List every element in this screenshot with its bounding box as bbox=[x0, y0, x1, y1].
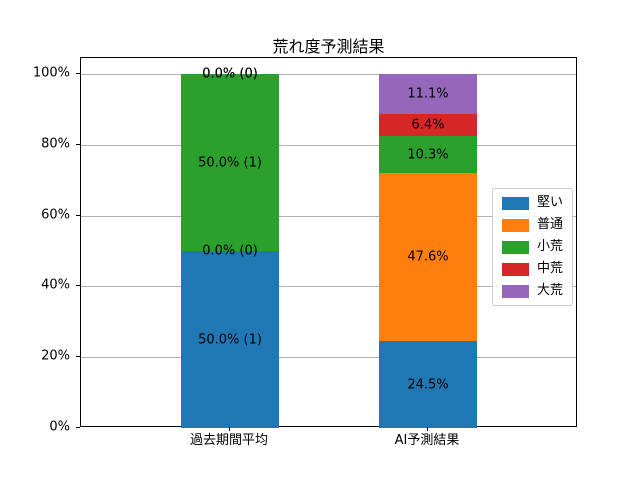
bar-segment-小荒 bbox=[379, 136, 477, 173]
gridline-40 bbox=[81, 286, 576, 288]
y-tick-label: 100% bbox=[32, 65, 70, 81]
x-tick-mark bbox=[229, 427, 230, 431]
legend-swatch-大荒 bbox=[502, 284, 529, 298]
x-tick-mark bbox=[427, 427, 428, 431]
bar-label-大荒: 11.1% bbox=[407, 86, 449, 102]
legend-swatch-小荒 bbox=[502, 240, 529, 254]
legend-swatch-普通 bbox=[502, 218, 529, 232]
bar-label-普通: 0.0% (0) bbox=[202, 243, 258, 259]
bar-label-中荒: 0.0% (0) bbox=[202, 66, 258, 82]
legend-label-普通: 普通 bbox=[537, 217, 564, 232]
bar-segment-中荒 bbox=[379, 113, 477, 137]
y-tick-mark bbox=[76, 143, 80, 145]
legend-entry-大荒: 大荒 bbox=[502, 284, 563, 298]
gridline-100 bbox=[81, 74, 576, 75]
legend-swatch-堅い bbox=[502, 196, 529, 210]
bar-label-大荒: 0.0% (0) bbox=[202, 66, 258, 82]
legend-label-堅い: 堅い bbox=[537, 195, 564, 210]
bar-label-堅い: 50.0% (1) bbox=[198, 332, 262, 347]
y-tick-mark bbox=[76, 214, 80, 216]
bar-label-堅い: 24.5% bbox=[407, 377, 449, 393]
legend-entry-堅い: 堅い bbox=[502, 196, 563, 210]
legend-entry-中荒: 中荒 bbox=[502, 262, 563, 276]
y-tick-mark bbox=[76, 73, 80, 74]
legend-label-大荒: 大荒 bbox=[537, 283, 564, 298]
x-tick-label-1: 過去期間平均 bbox=[189, 433, 269, 448]
gridline-60 bbox=[81, 215, 576, 217]
gridline-20 bbox=[81, 357, 576, 359]
bar-label-中荒: 6.4% bbox=[411, 117, 445, 133]
y-tick-label: 40% bbox=[41, 277, 70, 293]
bar-segment-普通 bbox=[379, 172, 477, 342]
bar-segment-小荒 bbox=[181, 74, 279, 251]
y-tick-label: 80% bbox=[41, 136, 70, 152]
legend-swatch-中荒 bbox=[502, 262, 529, 276]
legend-entry-普通: 普通 bbox=[502, 218, 563, 232]
chart-title: 荒れ度予測結果 bbox=[272, 37, 385, 56]
y-tick-mark bbox=[76, 427, 80, 428]
legend: 堅い普通小荒中荒大荒 bbox=[492, 188, 574, 306]
legend-label-中荒: 中荒 bbox=[537, 261, 564, 276]
bar-segment-堅い bbox=[181, 251, 279, 428]
gridline-80 bbox=[81, 144, 576, 146]
bar-label-小荒: 50.0% (1) bbox=[198, 155, 262, 170]
legend-label-小荒: 小荒 bbox=[537, 239, 564, 254]
y-tick-label: 60% bbox=[41, 207, 70, 223]
y-tick-label: 0% bbox=[49, 419, 70, 435]
y-tick-label: 20% bbox=[41, 348, 70, 364]
x-tick-label-2: AI予測結果 bbox=[394, 433, 460, 448]
y-tick-mark bbox=[76, 356, 80, 358]
bar-segment-大荒 bbox=[379, 74, 477, 114]
bar-label-小荒: 10.3% bbox=[407, 147, 449, 163]
bar-label-普通: 47.6% bbox=[407, 249, 449, 265]
y-tick-mark bbox=[76, 285, 80, 287]
legend-entry-小荒: 小荒 bbox=[502, 240, 563, 254]
bar-segment-堅い bbox=[379, 341, 477, 428]
